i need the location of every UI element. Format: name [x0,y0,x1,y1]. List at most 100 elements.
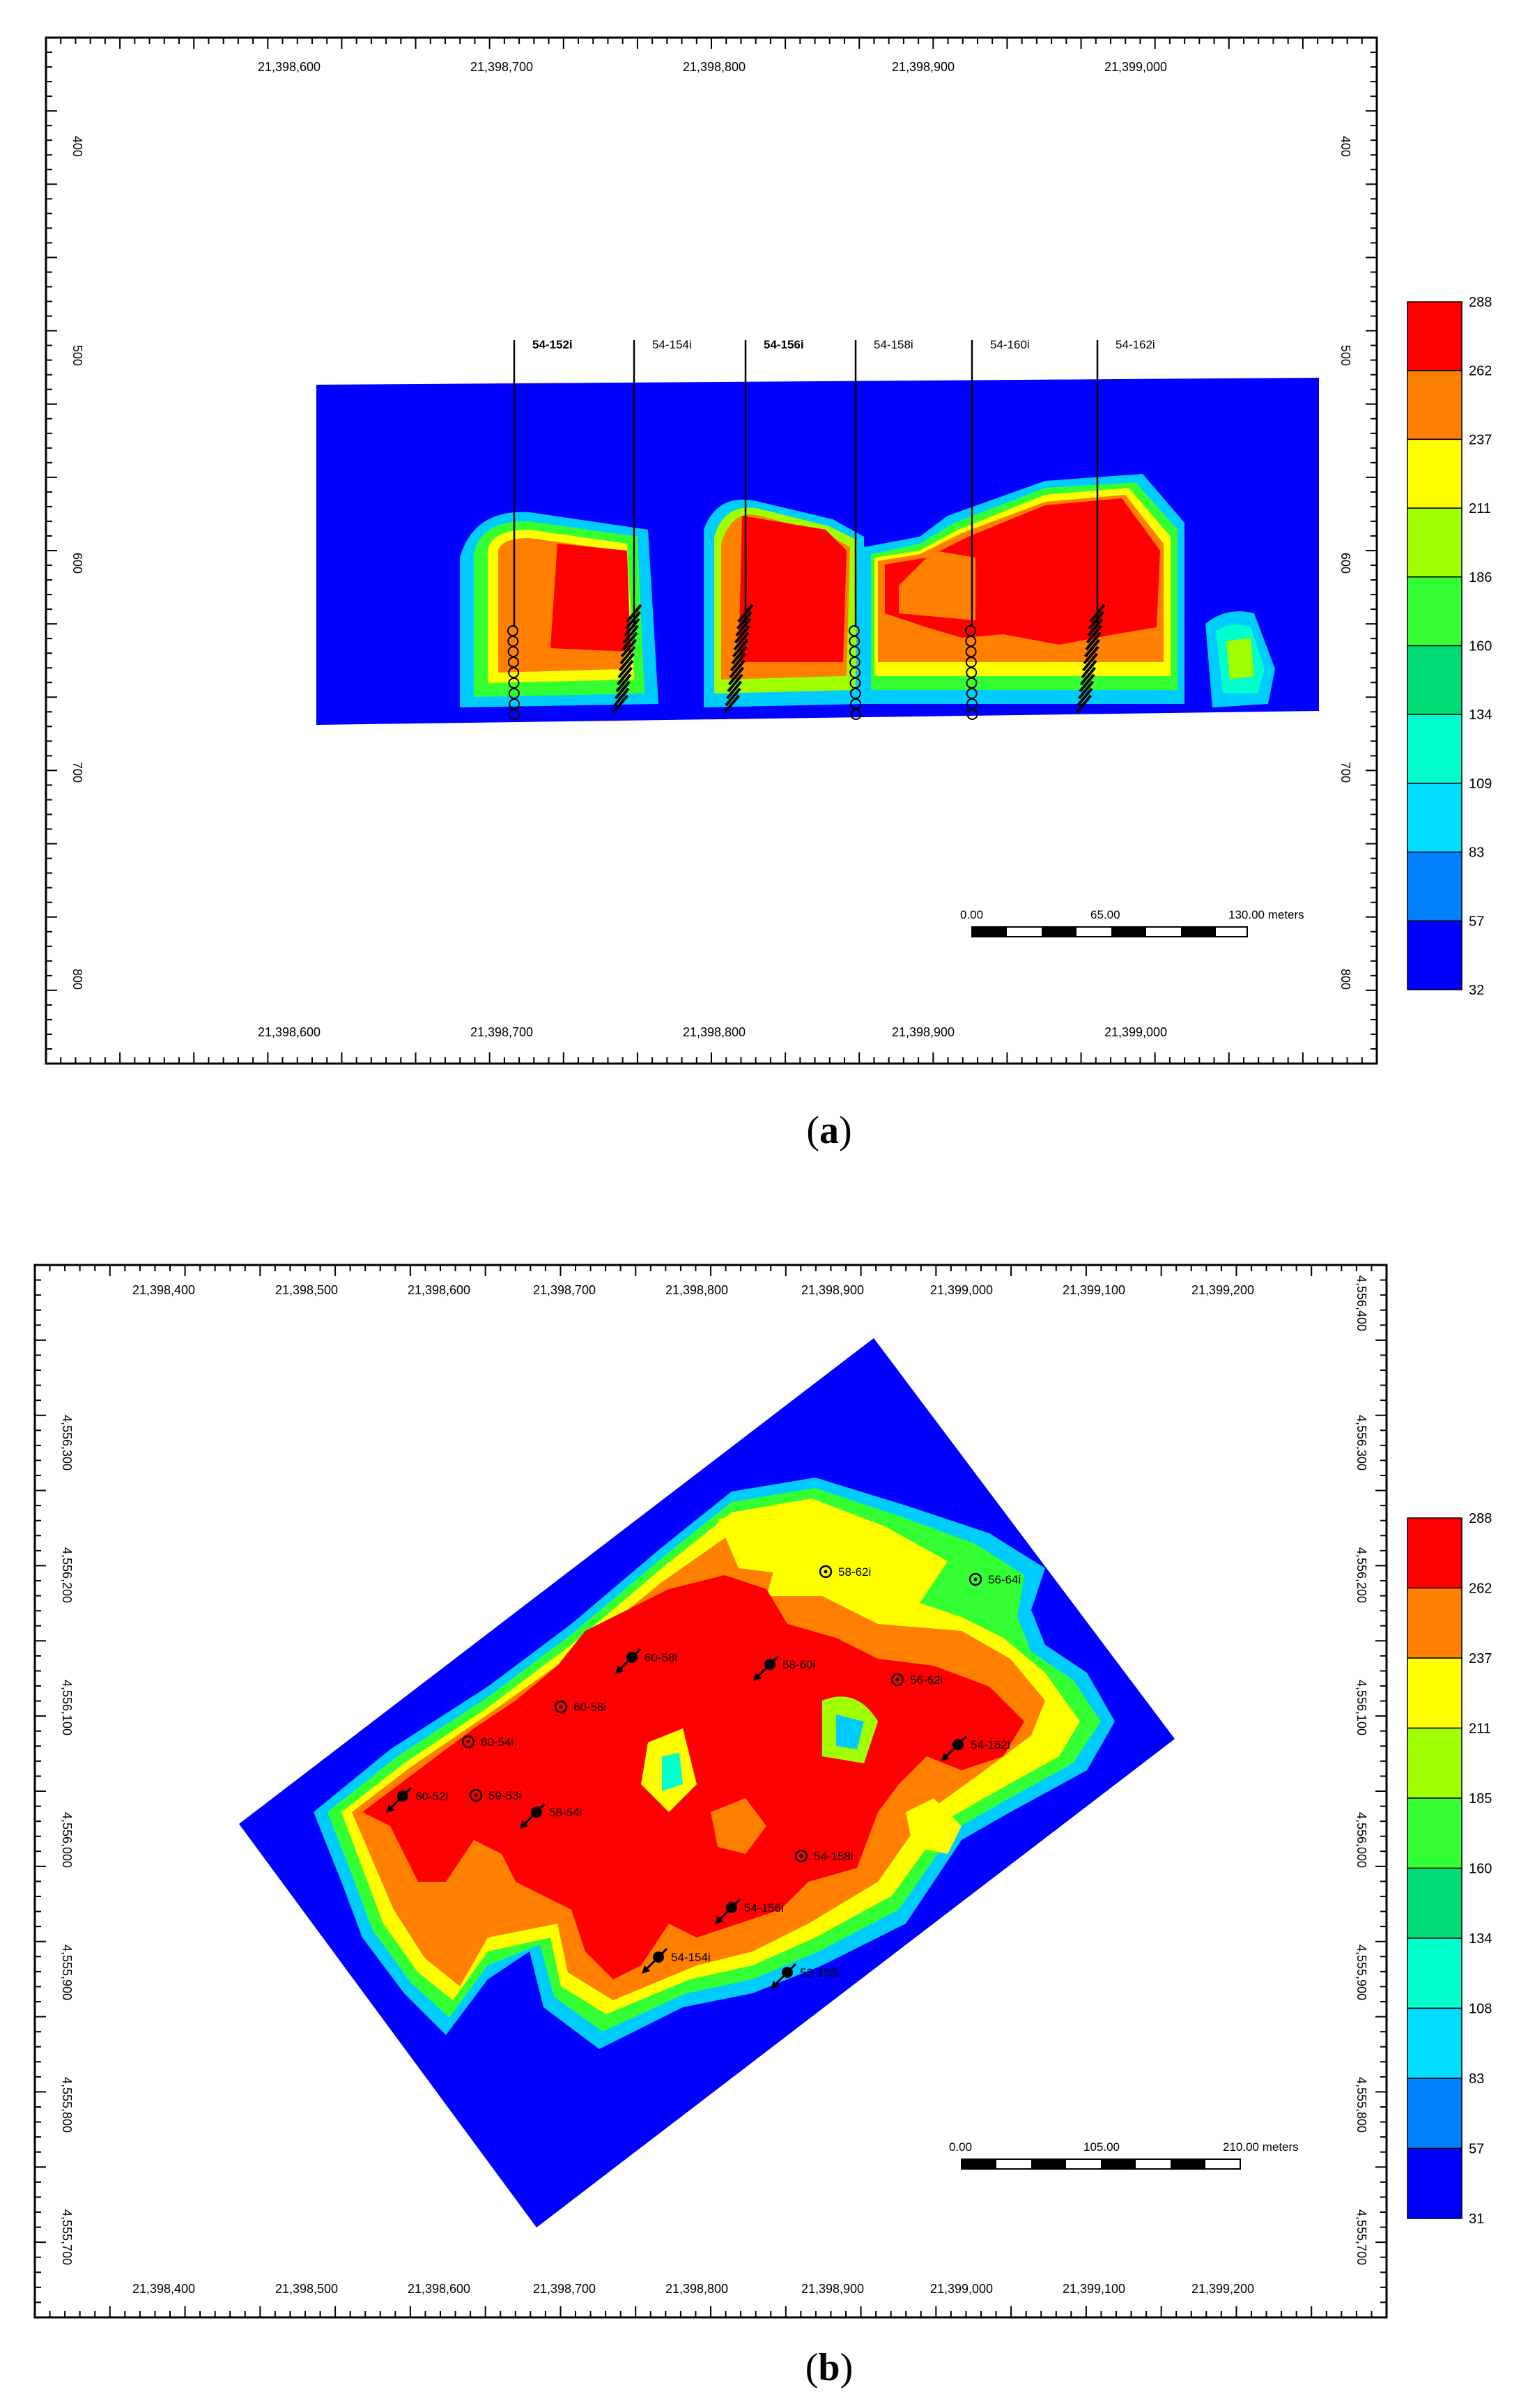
y-tick-left: 4,555,800 [60,2077,74,2133]
well-marker: 54-158i [794,1849,854,1863]
panel-b-caption: (b) [805,2346,854,2389]
legend-value: 237 [1469,432,1492,447]
legend-value: 83 [1469,2071,1484,2087]
x-tick-bottom: 21,399,100 [1063,2282,1125,2296]
scale-label-2: 130.00 meters [1228,908,1304,921]
well-label: 54-158i [814,1850,854,1863]
well-label: 54-162i [1116,338,1155,351]
legend-swatch [1407,1797,1463,1869]
well-label: 54-152i [532,338,573,351]
well-marker: 58-60i [753,1655,815,1681]
x-tick-bottom: 21,399,200 [1191,2282,1254,2296]
well-marker: 56-64i [968,1572,1021,1586]
legend-value: 288 [1469,1511,1492,1526]
x-tick-bottom: 21,398,600 [408,2282,470,2296]
well-marker: 52-158i [771,1963,840,1989]
well-label: 54-160i [990,338,1030,351]
y-tick-left: 700 [70,762,84,783]
well-label: 54-162i [971,1738,1010,1751]
legend-swatch [1407,1938,1463,2009]
legend-swatch [1407,301,1463,371]
well-marker: 54-162i [941,1735,1010,1761]
y-tick-right: 4,556,200 [1355,1547,1368,1603]
legend-value: 83 [1469,845,1484,861]
x-tick-top: 21,398,400 [132,1283,195,1297]
x-tick-top: 21,398,900 [801,1283,864,1297]
x-tick-top: 21,398,600 [408,1283,470,1297]
well-trace: 54-158i [849,338,913,720]
legend-value: 134 [1469,707,1492,723]
well-marker: 60-52i [386,1786,448,1813]
legend-value: 134 [1469,1931,1492,1947]
legend-swatch [1407,1657,1463,1729]
legend-swatch [1407,645,1463,715]
scale-label-0: 0.00 [960,908,983,921]
x-tick-bottom: 21,398,800 [683,1025,746,1039]
x-tick-bottom: 21,399,000 [930,2282,993,2296]
well-marker: 60-54i [461,1735,514,1749]
x-tick-bottom: 21,398,600 [258,1025,321,1039]
legend-swatch [1407,920,1463,990]
x-tick-bottom: 21,398,500 [275,2282,338,2296]
well-label: 54-158i [874,338,913,351]
legend-value: 57 [1469,2142,1484,2157]
legend-value: 211 [1469,501,1491,516]
x-tick-top: 21,399,000 [1104,60,1167,74]
well-label: 56-62i [910,1673,943,1687]
legend-value: 262 [1469,364,1492,379]
legend-value: 160 [1469,639,1492,654]
panel-b-wells: 58-62i 56-64i 60-58i 58-60i 56-62i 60-56i 60-5… [386,1565,1021,1989]
legend-swatch [1407,851,1463,922]
well-label: 54-156i [744,1901,784,1915]
legend-swatch [1407,1517,1463,1589]
well-label: 54-154i [671,1951,711,1964]
legend-value: 288 [1469,295,1492,310]
y-tick-right: 4,556,000 [1355,1812,1368,1868]
well-label: 58-60i [782,1658,815,1671]
well-trace: 54-160i [965,338,1030,720]
well-marker: 54-156i [715,1898,784,1924]
well-label: 52-158i [800,1966,840,1979]
panel-a-scale-bar: 0.00 65.00 130.00 meters [960,908,1304,937]
well-label: 60-56i [573,1701,606,1714]
x-tick-bottom: 21,398,800 [665,2282,728,2296]
legend-value: 31 [1469,2211,1484,2227]
legend-swatch [1407,714,1463,784]
legend-value: 185 [1469,1791,1492,1807]
x-tick-top: 21,398,700 [470,60,533,74]
well-marker: 60-56i [554,1700,606,1714]
x-tick-top: 21,398,500 [275,1283,338,1297]
x-tick-top: 21,398,700 [533,1283,596,1297]
well-marker: 59-53i [469,1788,521,1802]
well-trace: 54-162i [1075,338,1155,714]
y-tick-left: 4,555,900 [60,1945,74,2000]
y-tick-right: 600 [1338,553,1352,574]
well-label: 60-54i [481,1735,514,1749]
y-tick-right: 4,555,900 [1355,1945,1368,2000]
well-label: 54-154i [652,338,692,351]
y-tick-left: 4,556,100 [60,1680,74,1735]
y-tick-right: 800 [1338,969,1352,990]
x-tick-top: 21,398,800 [665,1283,728,1297]
y-tick-left: 400 [70,136,84,157]
well-label: 58-54i [549,1806,582,1819]
legend-swatch [1407,2007,1463,2079]
x-tick-top: 21,399,000 [930,1283,993,1297]
well-marker: 56-62i [890,1673,943,1687]
scale-label-1: 105.00 [1083,2140,1120,2154]
legend-swatch [1407,369,1463,440]
y-tick-right: 4,555,800 [1355,2077,1368,2133]
panel-a-section-grid [316,378,1319,725]
panel-a-map: 21,398,600 21,398,600 21,398,700 21,398,700… [45,36,1492,1065]
y-tick-left: 4,556,200 [60,1547,74,1603]
scale-label-0: 0.00 [949,2140,972,2154]
legend-swatch [1407,2078,1463,2149]
scale-label-1: 65.00 [1090,908,1120,921]
panel-b-plan-grid [239,1338,1175,2227]
legend-value: 211 [1469,1721,1491,1737]
panel-b-frame [33,1264,1388,2319]
x-tick-bottom: 21,399,000 [1104,1025,1167,1039]
legend-swatch [1407,1727,1463,1799]
legend-value: 237 [1469,1651,1492,1666]
x-tick-bottom: 21,398,900 [801,2282,864,2296]
